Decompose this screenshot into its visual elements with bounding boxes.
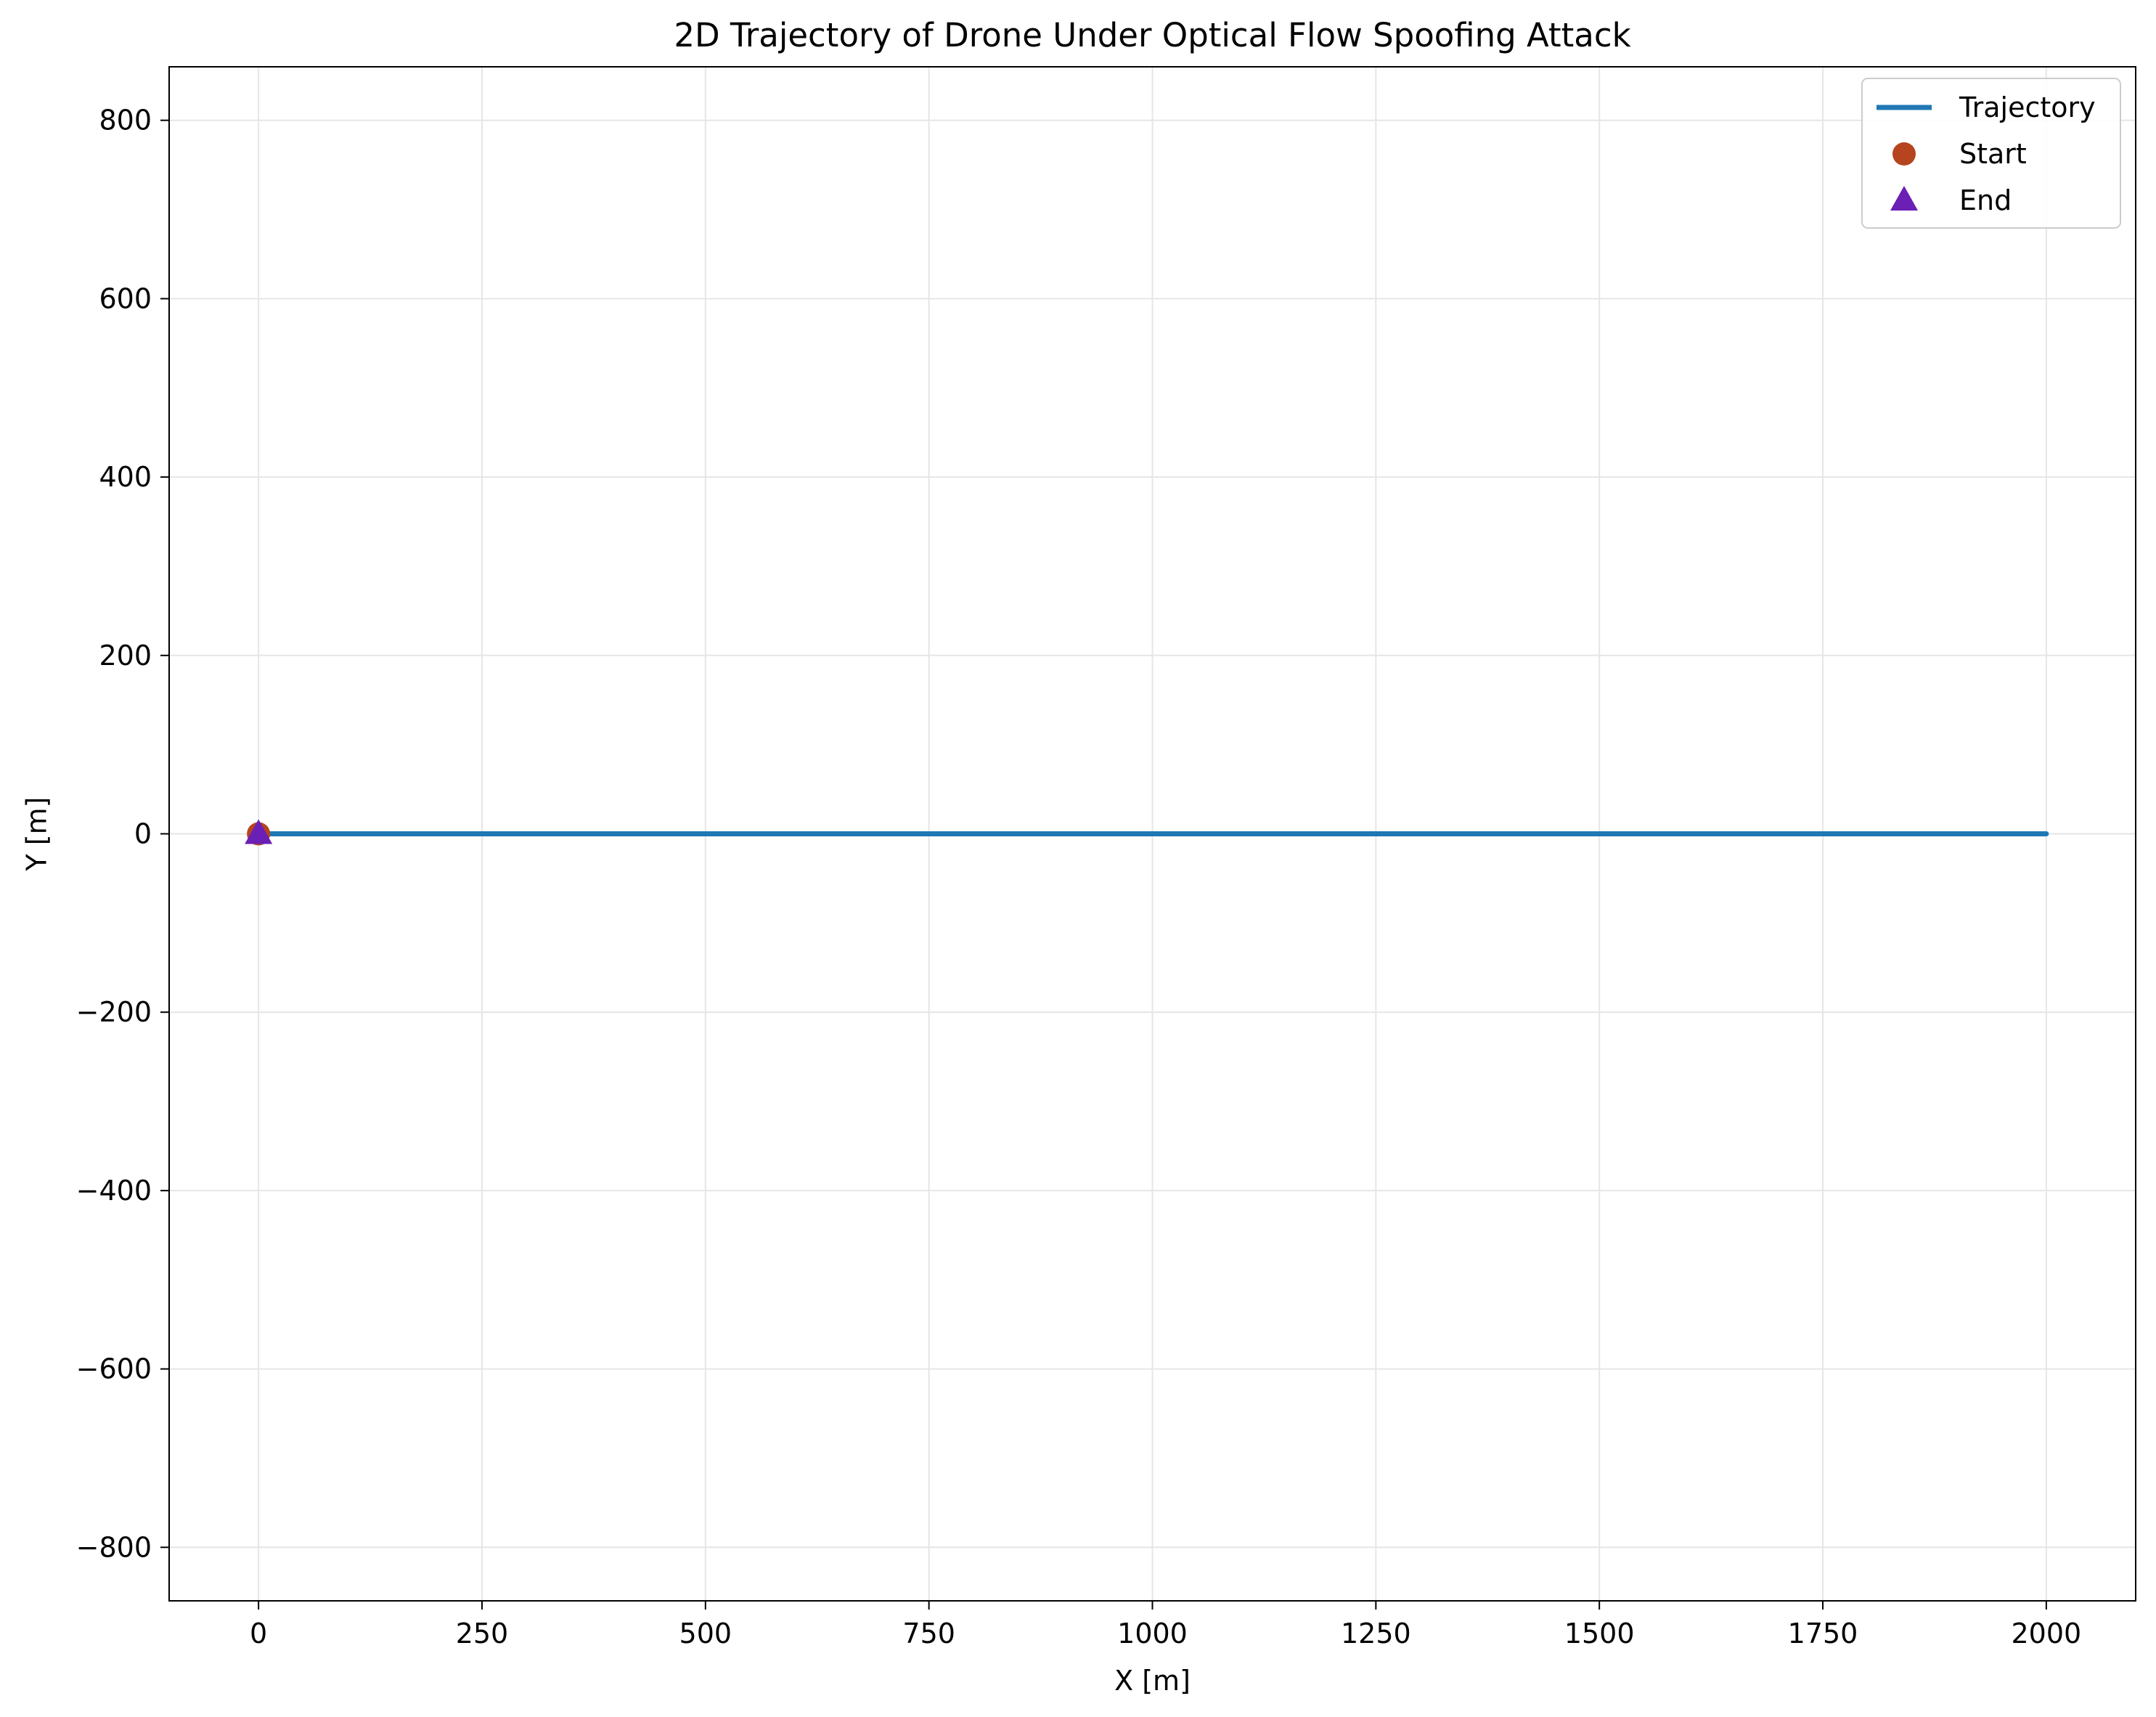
x-tick-label: 250 — [456, 1618, 509, 1649]
y-tick-label: 800 — [99, 105, 152, 136]
x-tick-label: 1750 — [1788, 1618, 1858, 1649]
series-layer — [245, 819, 2049, 846]
x-tick-label: 1250 — [1341, 1618, 1411, 1649]
x-axis-label: X [m] — [1114, 1665, 1191, 1697]
x-tick-label: 500 — [679, 1618, 732, 1649]
ticks-layer: 0 250 500 750 1000 1250 1500 1750 20008006004002… — [76, 105, 2082, 1649]
y-tick-label: 600 — [99, 282, 152, 314]
x-tick-label: 750 — [902, 1618, 955, 1649]
y-axis-label: Y [m] — [20, 797, 52, 872]
y-tick-label: 200 — [99, 640, 152, 672]
x-tick-label: 0 — [250, 1618, 267, 1649]
y-tick-label: 0 — [134, 818, 152, 850]
y-tick-label: 400 — [99, 461, 152, 493]
y-tick-label: −600 — [76, 1353, 152, 1385]
end-marker — [245, 819, 273, 844]
legend-entry-label: End — [1959, 184, 2012, 216]
y-tick-label: −200 — [76, 996, 152, 1028]
x-tick-label: 1000 — [1117, 1618, 1188, 1649]
x-tick-label: 1500 — [1564, 1618, 1635, 1649]
legend-box — [1861, 78, 2121, 229]
y-tick-label: −800 — [76, 1531, 152, 1563]
legend-entry-label: Trajectory — [1959, 91, 2096, 123]
legend-entry-label: Start — [1959, 138, 2027, 170]
legend-end-swatch — [1890, 186, 1918, 211]
y-tick-label: −400 — [76, 1175, 152, 1207]
chart-title: 2D Trajectory of Drone Under Optical Flo… — [674, 16, 1630, 54]
legend: Trajectory Start End — [1861, 78, 2121, 229]
x-tick-label: 2000 — [2012, 1618, 2082, 1649]
legend-start-swatch — [1892, 142, 1916, 166]
